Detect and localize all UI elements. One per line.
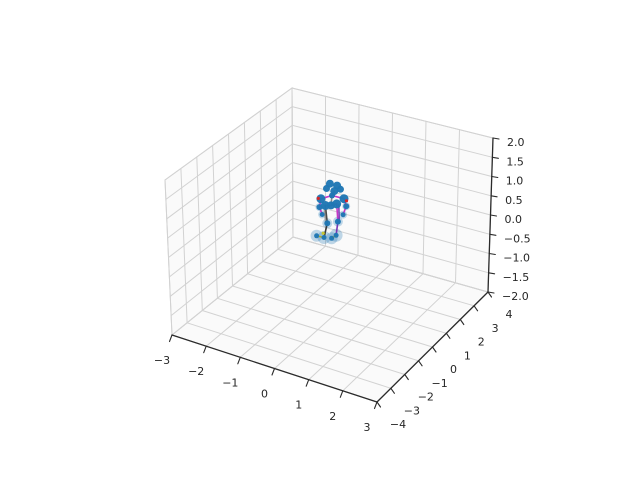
grid-line-z-left-wall (171, 236, 294, 336)
aux-dot (316, 196, 320, 200)
y-tick-label: −1 (431, 377, 447, 390)
y-tick-mark (376, 401, 382, 408)
y-tick-mark (473, 305, 479, 312)
x-tick-mark (339, 390, 344, 398)
x-tick-mark (305, 379, 310, 387)
grid-line-z-left-wall (165, 106, 293, 200)
x-tick-mark (168, 334, 173, 343)
z-tick-label: 1.5 (506, 155, 524, 168)
z-tick-mark (491, 175, 499, 179)
grid-line-z-left-wall (170, 217, 294, 317)
y-tick-label: −2 (418, 391, 434, 404)
joint-dot (332, 199, 342, 209)
y-tick-label: 0 (450, 363, 457, 376)
joint-dot (337, 185, 344, 193)
joint-dot (329, 235, 335, 241)
y-tick-mark (459, 318, 465, 326)
x-tick-label: 1 (295, 399, 302, 412)
grid-line-z-left-wall (167, 143, 293, 239)
joint-dot (323, 185, 330, 192)
x-tick-label: 3 (364, 421, 371, 434)
grid-line-z-right-wall (291, 87, 494, 139)
y-tick-mark (445, 332, 451, 339)
grid-line-z-left-wall (168, 180, 294, 278)
joint-dot (324, 220, 331, 227)
grid-line-z-right-wall (291, 124, 493, 177)
x-tick-label: −2 (188, 365, 204, 378)
grid-line-y-floor (186, 322, 392, 389)
x-tick-label: −1 (222, 376, 238, 389)
grid-line-y-floor (277, 248, 475, 307)
y-tick-label: 4 (506, 308, 513, 321)
grid-line-y-floor (216, 297, 420, 362)
grid-line-z-right-wall (292, 162, 491, 216)
z-tick-mark (488, 252, 496, 256)
z-tick-mark (492, 137, 500, 140)
joint-dot (340, 212, 346, 218)
joint-dot (329, 192, 335, 199)
grid-line-z-right-wall (292, 236, 489, 293)
x-tick-label: −3 (154, 354, 170, 367)
aux-dot (321, 231, 325, 235)
grid-line-z-left-wall (168, 162, 293, 258)
z-tick-label: −2.0 (502, 290, 529, 303)
x-tick-mark (237, 356, 241, 365)
joint-dot (333, 232, 339, 238)
grid-line-z-left-wall (169, 199, 294, 297)
joint-dot (319, 212, 325, 217)
grid-line-z-right-wall (291, 143, 492, 197)
z-tick-mark (489, 233, 497, 236)
y-tick-mark (404, 373, 409, 381)
joint-dot (316, 194, 326, 204)
z-tick-label: −1.5 (503, 271, 530, 284)
joint-dot (321, 235, 327, 240)
y-tick-label: −3 (404, 404, 420, 417)
x-tick-label: 2 (329, 410, 336, 423)
z-tick-label: 2.0 (507, 136, 525, 149)
aux-dot (344, 199, 349, 203)
grid-line-y-floor (247, 273, 447, 334)
z-tick-mark (488, 272, 496, 275)
y-tick-label: −4 (390, 418, 406, 431)
z-tick-mark (489, 214, 498, 217)
x-tick-label: 0 (261, 388, 268, 401)
z-tick-label: 0.5 (505, 194, 522, 207)
z-tick-label: −0.5 (504, 232, 531, 245)
y-tick-label: 3 (492, 322, 499, 335)
y-tick-label: 1 (464, 349, 471, 362)
grid-line-z-left-wall (164, 87, 293, 181)
grid-line-z-right-wall (291, 106, 493, 158)
joint-dot (343, 203, 350, 210)
z-tick-mark (487, 291, 495, 294)
z-tick-mark (491, 156, 499, 159)
joint-dot (320, 201, 330, 210)
z-tick-label: −1.0 (503, 252, 530, 265)
x-tick-mark (203, 345, 207, 354)
y-tick-label: 2 (478, 336, 485, 349)
y-tick-mark (418, 360, 423, 367)
y-tick-mark (431, 346, 437, 353)
x-tick-mark (271, 367, 276, 376)
joint-dot (334, 218, 341, 225)
z-tick-mark (490, 195, 498, 198)
z-tick-label: 0.0 (505, 213, 523, 226)
z-tick-label: 1.0 (506, 175, 524, 188)
grid-line-y-floor (201, 310, 406, 375)
grid-line-y-floor (232, 285, 433, 348)
grid-line-y-floor (262, 261, 461, 320)
grid-line-z-left-wall (166, 124, 293, 220)
y-tick-mark (487, 291, 493, 298)
y-tick-mark (390, 387, 395, 394)
x-tick-mark (373, 401, 378, 410)
joint-dot (314, 233, 320, 239)
